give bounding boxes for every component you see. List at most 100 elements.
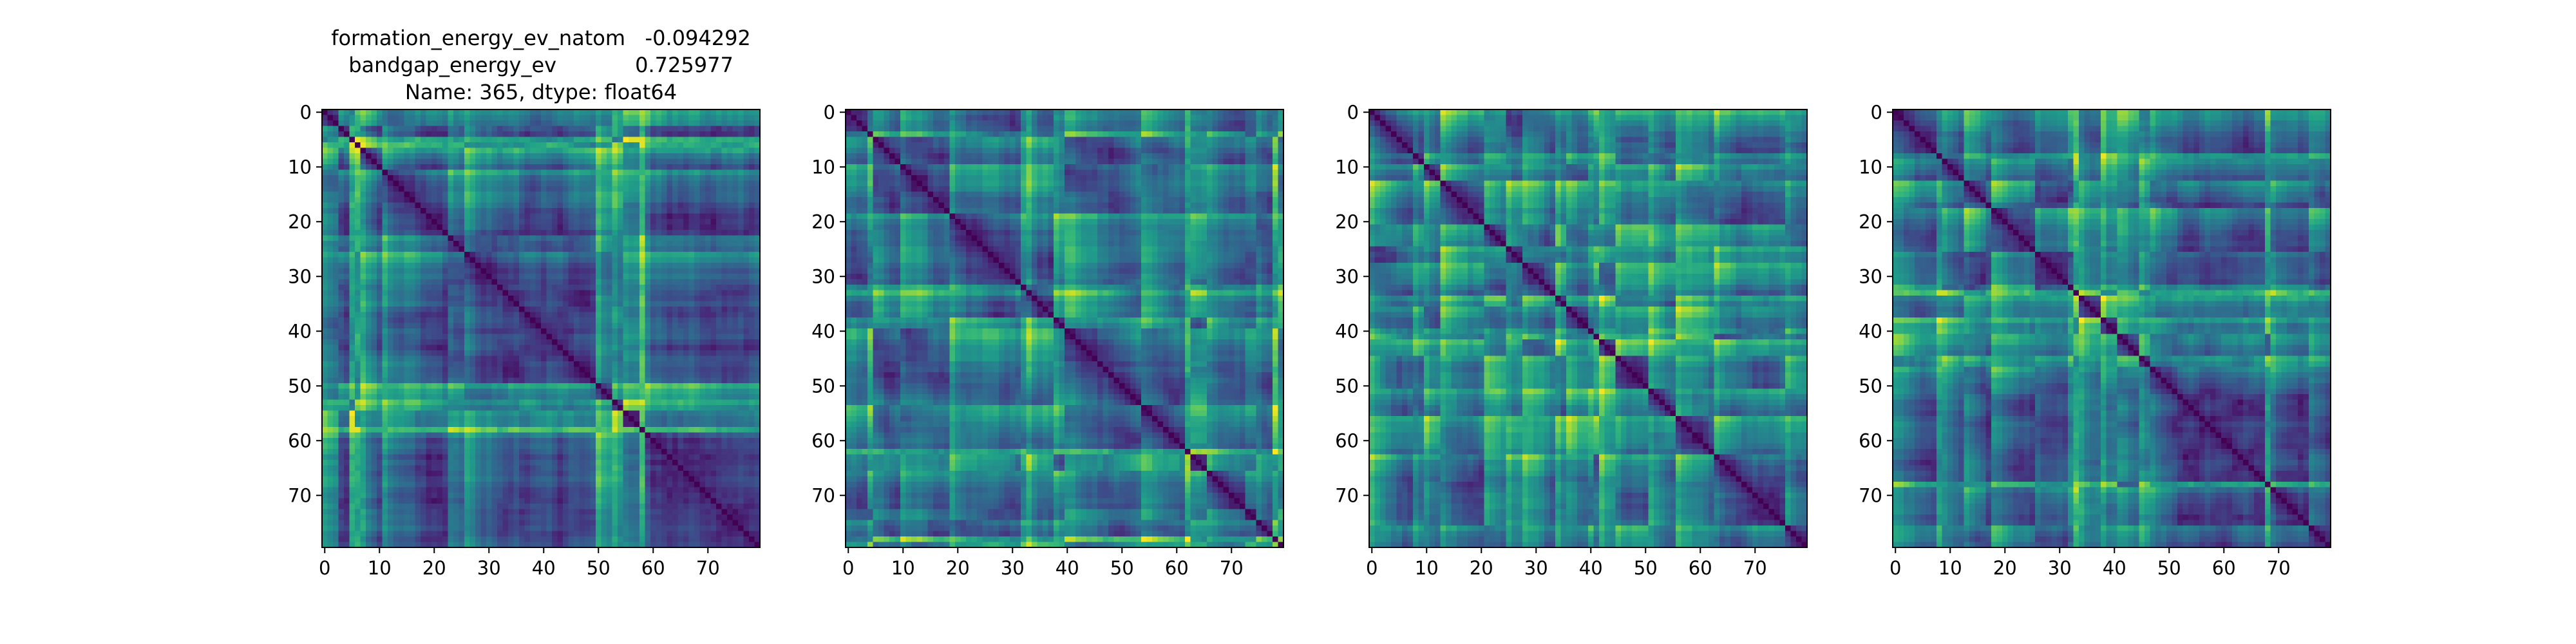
heatmap-cell: [513, 109, 520, 116]
heatmap-cell: [579, 131, 585, 138]
heatmap-cell: [732, 432, 739, 439]
heatmap-cell: [738, 279, 744, 285]
heatmap-cell: [393, 120, 399, 127]
heatmap-cell: [382, 230, 388, 236]
heatmap-cell: [732, 115, 739, 121]
heatmap-cell: [568, 377, 574, 384]
heatmap-cell: [338, 208, 345, 214]
heatmap-cell: [513, 443, 520, 450]
heatmap-cell: [524, 257, 531, 263]
heatmap-cell: [366, 109, 372, 116]
heatmap-cell: [688, 147, 695, 154]
heatmap-cell: [491, 219, 498, 225]
heatmap-cell: [442, 109, 449, 116]
heatmap-cell: [661, 427, 668, 433]
heatmap-cell: [382, 164, 388, 171]
heatmap-cell: [688, 443, 695, 450]
heatmap-cell: [371, 317, 377, 324]
heatmap-cell: [519, 224, 526, 231]
heatmap-cell: [480, 421, 487, 428]
heatmap-cell: [667, 432, 673, 439]
heatmap-cell: [721, 312, 728, 318]
heatmap-cell: [677, 355, 684, 362]
heatmap-cell: [508, 158, 515, 165]
heatmap-cell: [366, 377, 372, 384]
heatmap-cell: [360, 126, 366, 132]
heatmap-cell: [448, 175, 454, 182]
heatmap-cell: [590, 323, 596, 329]
heatmap-cell: [541, 312, 547, 318]
heatmap-cell: [508, 328, 515, 335]
heatmap-cell: [322, 399, 328, 406]
heatmap-cell: [382, 252, 388, 258]
heatmap-cell: [371, 109, 377, 116]
heatmap-cell: [453, 175, 460, 182]
heatmap-cell: [327, 186, 334, 193]
heatmap-cell: [448, 372, 454, 379]
heatmap-cell: [585, 301, 591, 307]
heatmap-cell: [524, 383, 531, 390]
heatmap-cell: [645, 443, 651, 450]
heatmap-cell: [650, 164, 657, 171]
heatmap-cell: [360, 355, 366, 362]
heatmap-cell: [344, 285, 350, 291]
heatmap-cell: [585, 334, 591, 340]
heatmap-cell: [338, 312, 345, 318]
heatmap-cell: [568, 388, 574, 395]
heatmap-cell: [754, 120, 761, 127]
heatmap-cell: [688, 213, 695, 220]
heatmap-cell: [431, 399, 438, 406]
heatmap-cell: [546, 186, 553, 193]
heatmap-cell: [535, 131, 542, 138]
heatmap-cell: [469, 153, 476, 160]
heatmap-cell: [552, 137, 558, 143]
heatmap-cell: [694, 246, 701, 252]
heatmap-cell: [721, 421, 728, 428]
heatmap-cell: [530, 350, 536, 357]
heatmap-cell: [486, 339, 493, 346]
heatmap-cell: [513, 416, 520, 422]
heatmap-cell: [464, 279, 471, 285]
heatmap-cell: [710, 405, 717, 412]
heatmap-cell: [377, 399, 383, 406]
heatmap-cell: [743, 142, 750, 149]
heatmap-cell: [607, 263, 613, 269]
heatmap-cell: [491, 197, 498, 204]
heatmap-cell: [596, 290, 602, 296]
heatmap-cell: [497, 377, 504, 384]
heatmap-cell: [667, 307, 673, 313]
heatmap-cell: [399, 126, 405, 132]
heatmap-cell: [371, 153, 377, 160]
heatmap-cell: [645, 147, 651, 154]
heatmap-cell: [541, 202, 547, 209]
heatmap-cell: [623, 361, 629, 368]
heatmap-cell: [393, 394, 399, 401]
heatmap-cell: [629, 405, 635, 412]
heatmap-cell: [568, 312, 574, 318]
heatmap-cell: [524, 421, 531, 428]
heatmap-cell: [519, 323, 526, 329]
heatmap-cell: [491, 416, 498, 422]
heatmap-cell: [601, 158, 607, 165]
heatmap-cell: [399, 268, 405, 274]
heatmap-cell: [721, 432, 728, 439]
heatmap-cell: [322, 235, 328, 242]
heatmap-cell: [672, 410, 679, 417]
heatmap-cell: [667, 208, 673, 214]
heatmap-cell: [421, 334, 427, 340]
heatmap-cell: [519, 416, 526, 422]
heatmap-cell: [688, 208, 695, 214]
heatmap-cell: [355, 366, 361, 373]
heatmap-cell: [590, 263, 596, 269]
heatmap-cell: [716, 345, 723, 351]
heatmap-cell: [410, 345, 416, 351]
heatmap-cell: [464, 153, 471, 160]
heatmap-cell: [393, 279, 399, 285]
heatmap-cell: [579, 147, 585, 154]
heatmap-cell: [338, 350, 345, 357]
heatmap-cell: [475, 290, 482, 296]
heatmap-cell: [656, 285, 662, 291]
heatmap-cell: [486, 449, 493, 455]
heatmap-cell: [716, 399, 723, 406]
